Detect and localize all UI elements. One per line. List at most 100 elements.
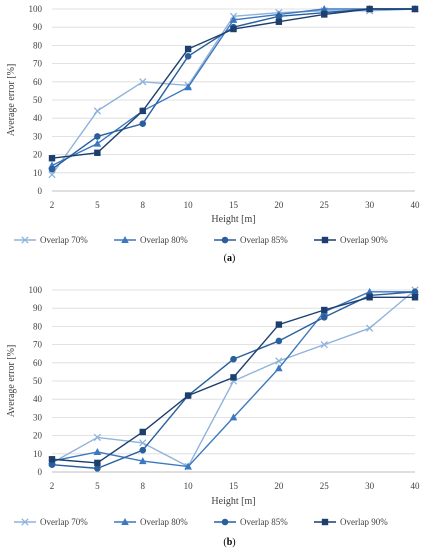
- legend-item: Overlap 80%: [114, 235, 188, 245]
- series-line: [51, 8, 416, 176]
- legend-item: Overlap 70%: [14, 517, 88, 527]
- data-point: [184, 53, 192, 60]
- y-tick-label: 100: [29, 285, 43, 295]
- data-point: [230, 355, 237, 363]
- x-tick-label: 8: [141, 481, 146, 491]
- data-point: [230, 374, 237, 381]
- data-point: [139, 446, 147, 454]
- y-axis-label: Average error [%]: [6, 345, 17, 418]
- legend-label: Overlap 90%: [340, 235, 388, 245]
- data-point: [275, 12, 283, 20]
- legend-item: Overlap 85%: [214, 235, 288, 245]
- data-point: [93, 107, 102, 115]
- figure-caption: (b): [223, 537, 235, 548]
- y-tick-label: 40: [33, 394, 43, 404]
- x-tick-label: 40: [411, 200, 421, 210]
- legend-item: Overlap 80%: [114, 517, 188, 527]
- data-point: [139, 439, 147, 447]
- x-tick-label: 20: [274, 481, 284, 491]
- y-tick-label: 60: [33, 77, 43, 87]
- data-point: [48, 461, 56, 469]
- data-point: [139, 107, 146, 115]
- x-tick-label: 5: [95, 481, 100, 491]
- x-tick-label: 10: [184, 481, 194, 491]
- legend-label: Overlap 80%: [140, 517, 188, 527]
- y-tick-label: 20: [33, 150, 43, 160]
- figure-caption: (a): [224, 253, 236, 264]
- data-point: [275, 357, 283, 365]
- y-tick-label: 0: [38, 467, 43, 477]
- y-tick-label: 50: [33, 95, 43, 105]
- data-point: [366, 294, 373, 301]
- legend-item: Overlap 70%: [14, 235, 88, 245]
- legend-marker: [321, 236, 329, 244]
- series-overlap-90: [48, 5, 419, 162]
- data-point: [275, 364, 283, 372]
- legend-marker: [121, 518, 129, 525]
- data-point: [184, 462, 192, 470]
- y-tick-label: 60: [33, 358, 43, 368]
- y-tick-label: 50: [33, 376, 43, 386]
- data-point: [93, 433, 102, 442]
- y-tick-label: 30: [33, 412, 43, 422]
- y-tick-label: 70: [33, 59, 43, 69]
- x-tick-label: 5: [95, 200, 100, 210]
- y-tick-label: 10: [33, 449, 43, 459]
- series-line: [51, 8, 415, 167]
- y-tick-label: 30: [33, 131, 43, 141]
- data-point: [229, 15, 238, 23]
- legend-label: Overlap 85%: [240, 235, 288, 245]
- y-axis-label: Average error [%]: [6, 64, 17, 137]
- data-point: [48, 170, 56, 179]
- data-point: [411, 294, 419, 301]
- data-point: [48, 165, 56, 173]
- legend-marker: [121, 236, 129, 243]
- y-tick-label: 100: [29, 4, 43, 14]
- x-tick-label: 25: [320, 481, 330, 491]
- legend-marker: [21, 518, 29, 526]
- x-axis-label: Height [m]: [211, 496, 255, 507]
- data-point: [321, 11, 328, 18]
- x-tick-label: 10: [184, 200, 194, 210]
- legend-item: Overlap 90%: [314, 235, 388, 245]
- data-point: [229, 413, 238, 421]
- data-point: [365, 324, 374, 332]
- data-point: [275, 321, 283, 328]
- x-tick-label: 8: [141, 200, 146, 210]
- x-tick-label: 2: [50, 200, 55, 210]
- y-tick-label: 70: [33, 340, 43, 350]
- data-point: [184, 45, 192, 53]
- data-point: [94, 133, 101, 140]
- y-tick-label: 80: [33, 40, 43, 50]
- x-tick-label: 30: [365, 200, 375, 210]
- series-overlap-90: [48, 294, 419, 467]
- data-point: [139, 120, 147, 127]
- data-point: [366, 5, 373, 13]
- data-point: [94, 465, 101, 472]
- x-tick-label: 30: [365, 481, 375, 491]
- data-point: [320, 314, 328, 321]
- data-point: [138, 457, 147, 465]
- legend-label: Overlap 70%: [40, 235, 88, 245]
- y-tick-label: 0: [38, 186, 43, 196]
- data-point: [411, 5, 419, 13]
- y-tick-label: 90: [33, 303, 43, 313]
- x-tick-label: 15: [229, 481, 239, 491]
- data-point: [411, 288, 419, 296]
- x-tick-label: 40: [411, 481, 421, 491]
- legend-marker: [21, 236, 29, 244]
- data-point: [275, 18, 283, 25]
- legend-label: Overlap 85%: [240, 517, 288, 527]
- legend-item: Overlap 85%: [214, 517, 288, 527]
- y-tick-label: 80: [33, 321, 43, 331]
- data-point: [94, 149, 101, 156]
- legend-marker: [221, 518, 229, 526]
- x-tick-label: 20: [274, 200, 284, 210]
- y-tick-label: 10: [33, 168, 43, 178]
- y-tick-label: 20: [33, 431, 43, 441]
- data-point: [94, 459, 101, 467]
- x-axis-label: Height [m]: [211, 214, 255, 225]
